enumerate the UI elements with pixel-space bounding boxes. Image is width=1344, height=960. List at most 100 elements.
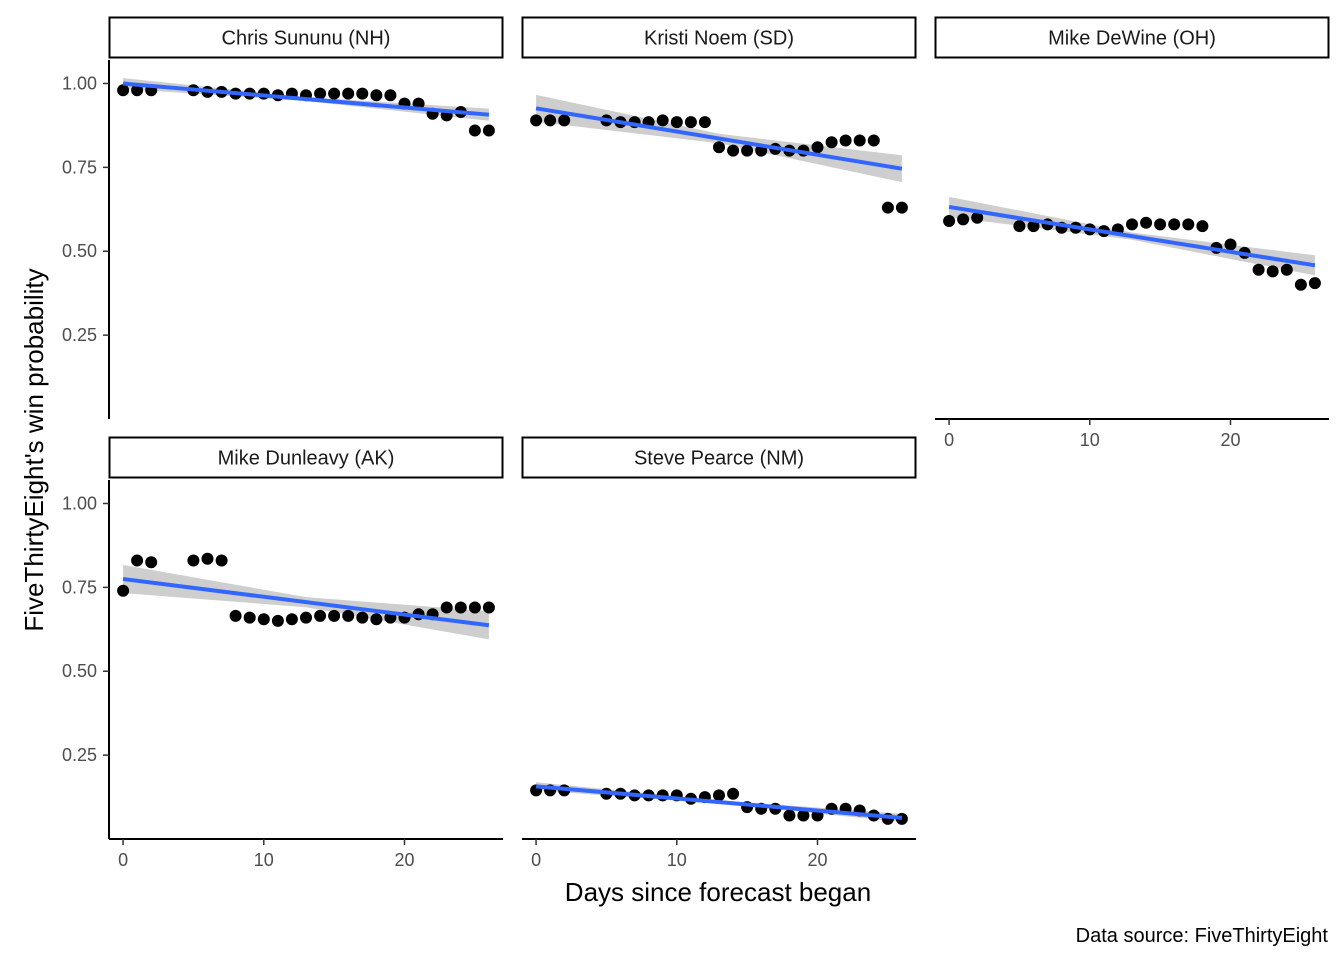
x-axis-title: Days since forecast began (565, 877, 871, 907)
facet-strip (521, 436, 917, 479)
facet-strip (108, 436, 504, 479)
y-tick-label: 0.25 (62, 325, 97, 345)
data-point (825, 136, 838, 149)
data-point (314, 87, 327, 100)
x-tick-label: 20 (807, 850, 827, 870)
data-point (482, 601, 495, 614)
data-point (356, 87, 369, 100)
y-tick-label: 0.75 (62, 577, 97, 597)
data-point (342, 87, 355, 100)
data-point (1266, 265, 1279, 278)
facet-strip (521, 16, 917, 59)
data-point (1252, 263, 1265, 276)
data-point (440, 601, 453, 614)
data-point (145, 556, 158, 569)
x-tick-label: 10 (254, 850, 274, 870)
data-point (454, 601, 467, 614)
data-point (839, 134, 852, 147)
data-point (468, 124, 481, 137)
data-point (328, 87, 341, 100)
data-point (370, 613, 383, 626)
data-point (797, 809, 810, 822)
x-tick-label: 0 (531, 850, 541, 870)
data-point (314, 609, 327, 622)
data-point (530, 114, 543, 127)
data-point (1196, 220, 1209, 233)
data-point (867, 134, 880, 147)
data-point (971, 211, 984, 224)
data-point (131, 84, 144, 97)
facet-strip (934, 16, 1330, 59)
data-point (670, 116, 683, 129)
facet-strip (108, 16, 504, 59)
data-point (656, 114, 669, 127)
facet-panel: Chris Sununu (NH) 0.25 0.50 0.75 1.00 (62, 16, 504, 419)
facet-strip-label: Mike DeWine (OH) (1048, 28, 1216, 50)
data-point (201, 552, 214, 565)
data-point (895, 201, 908, 214)
regression-line (535, 784, 903, 820)
facet-panel: Steve Pearce (NM) 0 10 20 (521, 436, 917, 870)
facet-strip-label: Kristi Noem (SD) (644, 28, 794, 50)
data-point (271, 614, 284, 627)
data-point (1182, 218, 1195, 231)
data-point (1013, 220, 1026, 233)
data-point (853, 134, 866, 147)
data-point (356, 611, 369, 624)
data-point (741, 144, 754, 157)
data-point (300, 611, 312, 624)
data-point (811, 141, 824, 154)
data-point (229, 609, 242, 622)
facet-panel: Mike DeWine (OH) 0 10 20 (934, 16, 1330, 450)
data-point (1224, 238, 1237, 251)
data-point (727, 144, 740, 157)
facet-panel: Kristi Noem (SD) (521, 16, 917, 214)
data-point (684, 116, 697, 129)
x-tick-label: 0 (118, 850, 128, 870)
data-point (215, 554, 228, 567)
facet-strip-label: Steve Pearce (NM) (634, 448, 804, 470)
facet-panel: Mike Dunleavy (AK) 0.25 0.50 0.75 1.00 0 10 20 (62, 436, 504, 870)
y-tick-label: 1.00 (62, 73, 97, 93)
data-point (544, 114, 557, 127)
data-point (342, 609, 355, 622)
data-point (257, 613, 270, 626)
x-tick-label: 20 (394, 850, 414, 870)
data-point (482, 124, 495, 137)
data-point (713, 789, 725, 802)
data-point (698, 116, 711, 129)
data-point (1027, 220, 1040, 233)
data-point (131, 554, 144, 567)
facet-strip-label: Chris Sununu (NH) (222, 28, 391, 50)
y-tick-label: 0.50 (62, 661, 97, 681)
data-point (1280, 263, 1293, 276)
data-point (1154, 218, 1167, 231)
data-point (1126, 218, 1138, 231)
data-point (1168, 218, 1181, 231)
regression-line (122, 81, 490, 117)
data-point (243, 611, 256, 624)
data-point (1308, 277, 1321, 290)
data-point (384, 89, 397, 102)
data-point (558, 114, 571, 127)
data-source-caption: Data source: FiveThirtyEight (1076, 925, 1329, 947)
data-point (783, 809, 796, 822)
data-point (187, 554, 200, 567)
data-point (370, 89, 383, 102)
regression-line (948, 204, 1316, 268)
panels-layer: Chris Sununu (NH) 0.25 0.50 0.75 1.00 Kristi … (62, 16, 1330, 870)
facet-strip-label: Mike Dunleavy (AK) (218, 448, 395, 470)
x-tick-label: 20 (1220, 430, 1240, 450)
data-point (943, 215, 956, 227)
data-point (1140, 216, 1153, 229)
data-point (285, 613, 298, 626)
data-point (117, 84, 130, 97)
y-tick-label: 0.25 (62, 745, 97, 765)
regression-line (535, 106, 903, 171)
data-point (881, 201, 894, 214)
y-tick-label: 1.00 (62, 493, 97, 513)
data-point (328, 609, 341, 622)
data-point (468, 601, 481, 614)
data-point (727, 787, 740, 800)
